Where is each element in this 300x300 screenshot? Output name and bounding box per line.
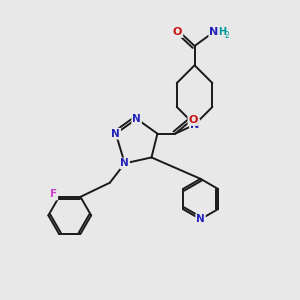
Text: O: O xyxy=(173,27,182,37)
Text: N: N xyxy=(132,114,141,124)
Text: F: F xyxy=(50,190,57,200)
Text: N: N xyxy=(209,27,218,37)
Text: N: N xyxy=(190,120,199,130)
Text: N: N xyxy=(196,214,205,224)
Text: N: N xyxy=(111,129,120,139)
Text: N: N xyxy=(120,158,129,168)
Text: H: H xyxy=(218,27,226,37)
Text: 2: 2 xyxy=(225,31,230,40)
Text: O: O xyxy=(188,115,198,125)
